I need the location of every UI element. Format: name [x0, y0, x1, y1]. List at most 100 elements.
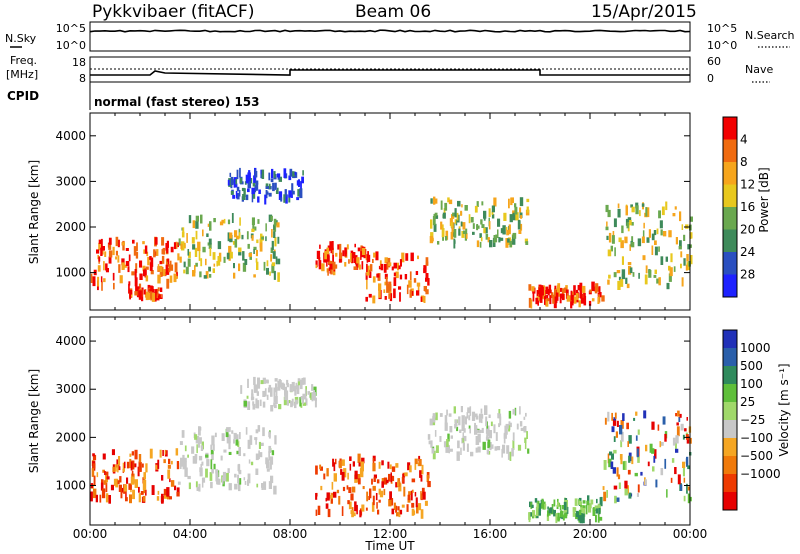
heatmap-cell — [665, 201, 668, 211]
cpid-text: normal (fast stereo) 153 — [94, 95, 260, 109]
heatmap-cell — [157, 264, 160, 271]
heatmap-cell — [125, 489, 127, 500]
heatmap-cell — [471, 411, 476, 421]
heatmap-cell — [354, 501, 357, 512]
heatmap-cell — [415, 497, 418, 508]
heatmap-cell — [689, 216, 693, 222]
heatmap-cell — [300, 396, 303, 400]
heatmap-cell — [253, 249, 255, 254]
heatmap-cell — [659, 220, 663, 229]
heatmap-cell — [618, 237, 622, 243]
heatmap-cell — [161, 493, 164, 504]
heatmap-cell — [389, 491, 392, 500]
heatmap-cell — [682, 461, 686, 468]
heatmap-cell — [631, 242, 635, 248]
heatmap-cell — [130, 476, 135, 485]
heatmap-cell — [389, 464, 392, 470]
heatmap-cell — [381, 481, 384, 488]
colorbar-swatch — [723, 456, 737, 475]
heatmap-cell — [542, 294, 546, 300]
heatmap-cell — [200, 463, 202, 468]
heatmap-cell — [248, 253, 252, 257]
heatmap-cell — [591, 281, 595, 292]
heatmap-cell — [263, 261, 266, 271]
heatmap-cell — [176, 461, 180, 470]
heatmap-cell — [128, 283, 130, 294]
heatmap-cell — [610, 245, 613, 252]
heatmap-cell — [454, 208, 457, 218]
heatmap-cell — [240, 177, 243, 184]
heatmap-cell — [271, 264, 275, 274]
heatmap-cell — [274, 396, 278, 404]
heatmap-cell — [614, 495, 617, 504]
heatmap-cell — [97, 265, 101, 272]
heatmap-cell — [232, 241, 235, 245]
heatmap-cell — [535, 297, 539, 305]
heatmap-cell — [433, 213, 436, 218]
heatmap-cell — [595, 508, 599, 514]
heatmap-cell — [524, 437, 527, 443]
heatmap-cell — [295, 399, 298, 405]
heatmap-cell — [686, 483, 688, 494]
heatmap-cell — [509, 422, 512, 428]
heatmap-cell — [268, 481, 272, 489]
heatmap-cell — [135, 284, 138, 294]
heatmap-cell — [354, 470, 358, 480]
heatmap-cell — [258, 189, 261, 194]
colorbar-tick-label: 24 — [740, 245, 755, 259]
heatmap-cell — [410, 490, 413, 501]
heatmap-cell — [493, 197, 497, 207]
heatmap-cell — [589, 289, 592, 293]
heatmap-cell — [485, 416, 488, 427]
y-tick-label: 1000 — [55, 266, 86, 280]
heatmap-cell — [508, 224, 511, 235]
heatmap-cell — [437, 241, 440, 245]
heatmap-cell — [453, 238, 456, 249]
heatmap-cell — [187, 258, 191, 267]
heatmap-cell — [529, 512, 532, 517]
heatmap-cell — [409, 289, 412, 298]
heatmap-cell — [200, 445, 204, 451]
heatmap-cell — [247, 188, 250, 193]
heatmap-cell — [457, 200, 461, 207]
x-tick-label: 00:00 — [673, 527, 708, 541]
heatmap-cell — [157, 459, 160, 469]
heatmap-cell — [559, 287, 563, 292]
heatmap-cell — [188, 251, 191, 258]
heatmap-cell — [122, 462, 125, 472]
heatmap-cell — [315, 509, 318, 516]
heatmap-cell — [393, 272, 396, 277]
heatmap-cell — [278, 191, 283, 200]
heatmap-cell — [173, 242, 177, 250]
heatmap-cell — [269, 461, 272, 470]
heatmap-cell — [91, 468, 95, 477]
colorbar-swatch — [723, 184, 737, 208]
heatmap-cell — [243, 188, 246, 197]
heatmap-cell — [244, 481, 247, 485]
heatmap-cell — [270, 387, 273, 397]
heatmap-cell — [629, 267, 633, 274]
heatmap-cell — [614, 412, 617, 419]
heatmap-cell — [154, 289, 158, 295]
heatmap-cell — [215, 472, 219, 482]
freq-tick-bottom: 8 — [79, 72, 86, 85]
heatmap-cell — [598, 516, 603, 521]
heatmap-cell — [494, 446, 498, 451]
heatmap-cell — [668, 273, 672, 282]
heatmap-cell — [679, 211, 682, 222]
heatmap-cell — [358, 264, 361, 270]
heatmap-cell — [578, 509, 582, 516]
heatmap-cell — [343, 468, 347, 478]
heatmap-cell — [548, 284, 552, 294]
heatmap-cell — [320, 485, 323, 491]
heatmap-cell — [376, 502, 378, 509]
heatmap-cell — [651, 421, 655, 430]
heatmap-cell — [520, 215, 523, 219]
heatmap-cell — [409, 465, 412, 473]
heatmap-cell — [231, 430, 234, 434]
heatmap-cell — [553, 300, 557, 309]
heatmap-cell — [542, 501, 546, 510]
heatmap-cell — [335, 252, 338, 257]
heatmap-cell — [199, 271, 202, 278]
heatmap-cell — [514, 206, 518, 215]
